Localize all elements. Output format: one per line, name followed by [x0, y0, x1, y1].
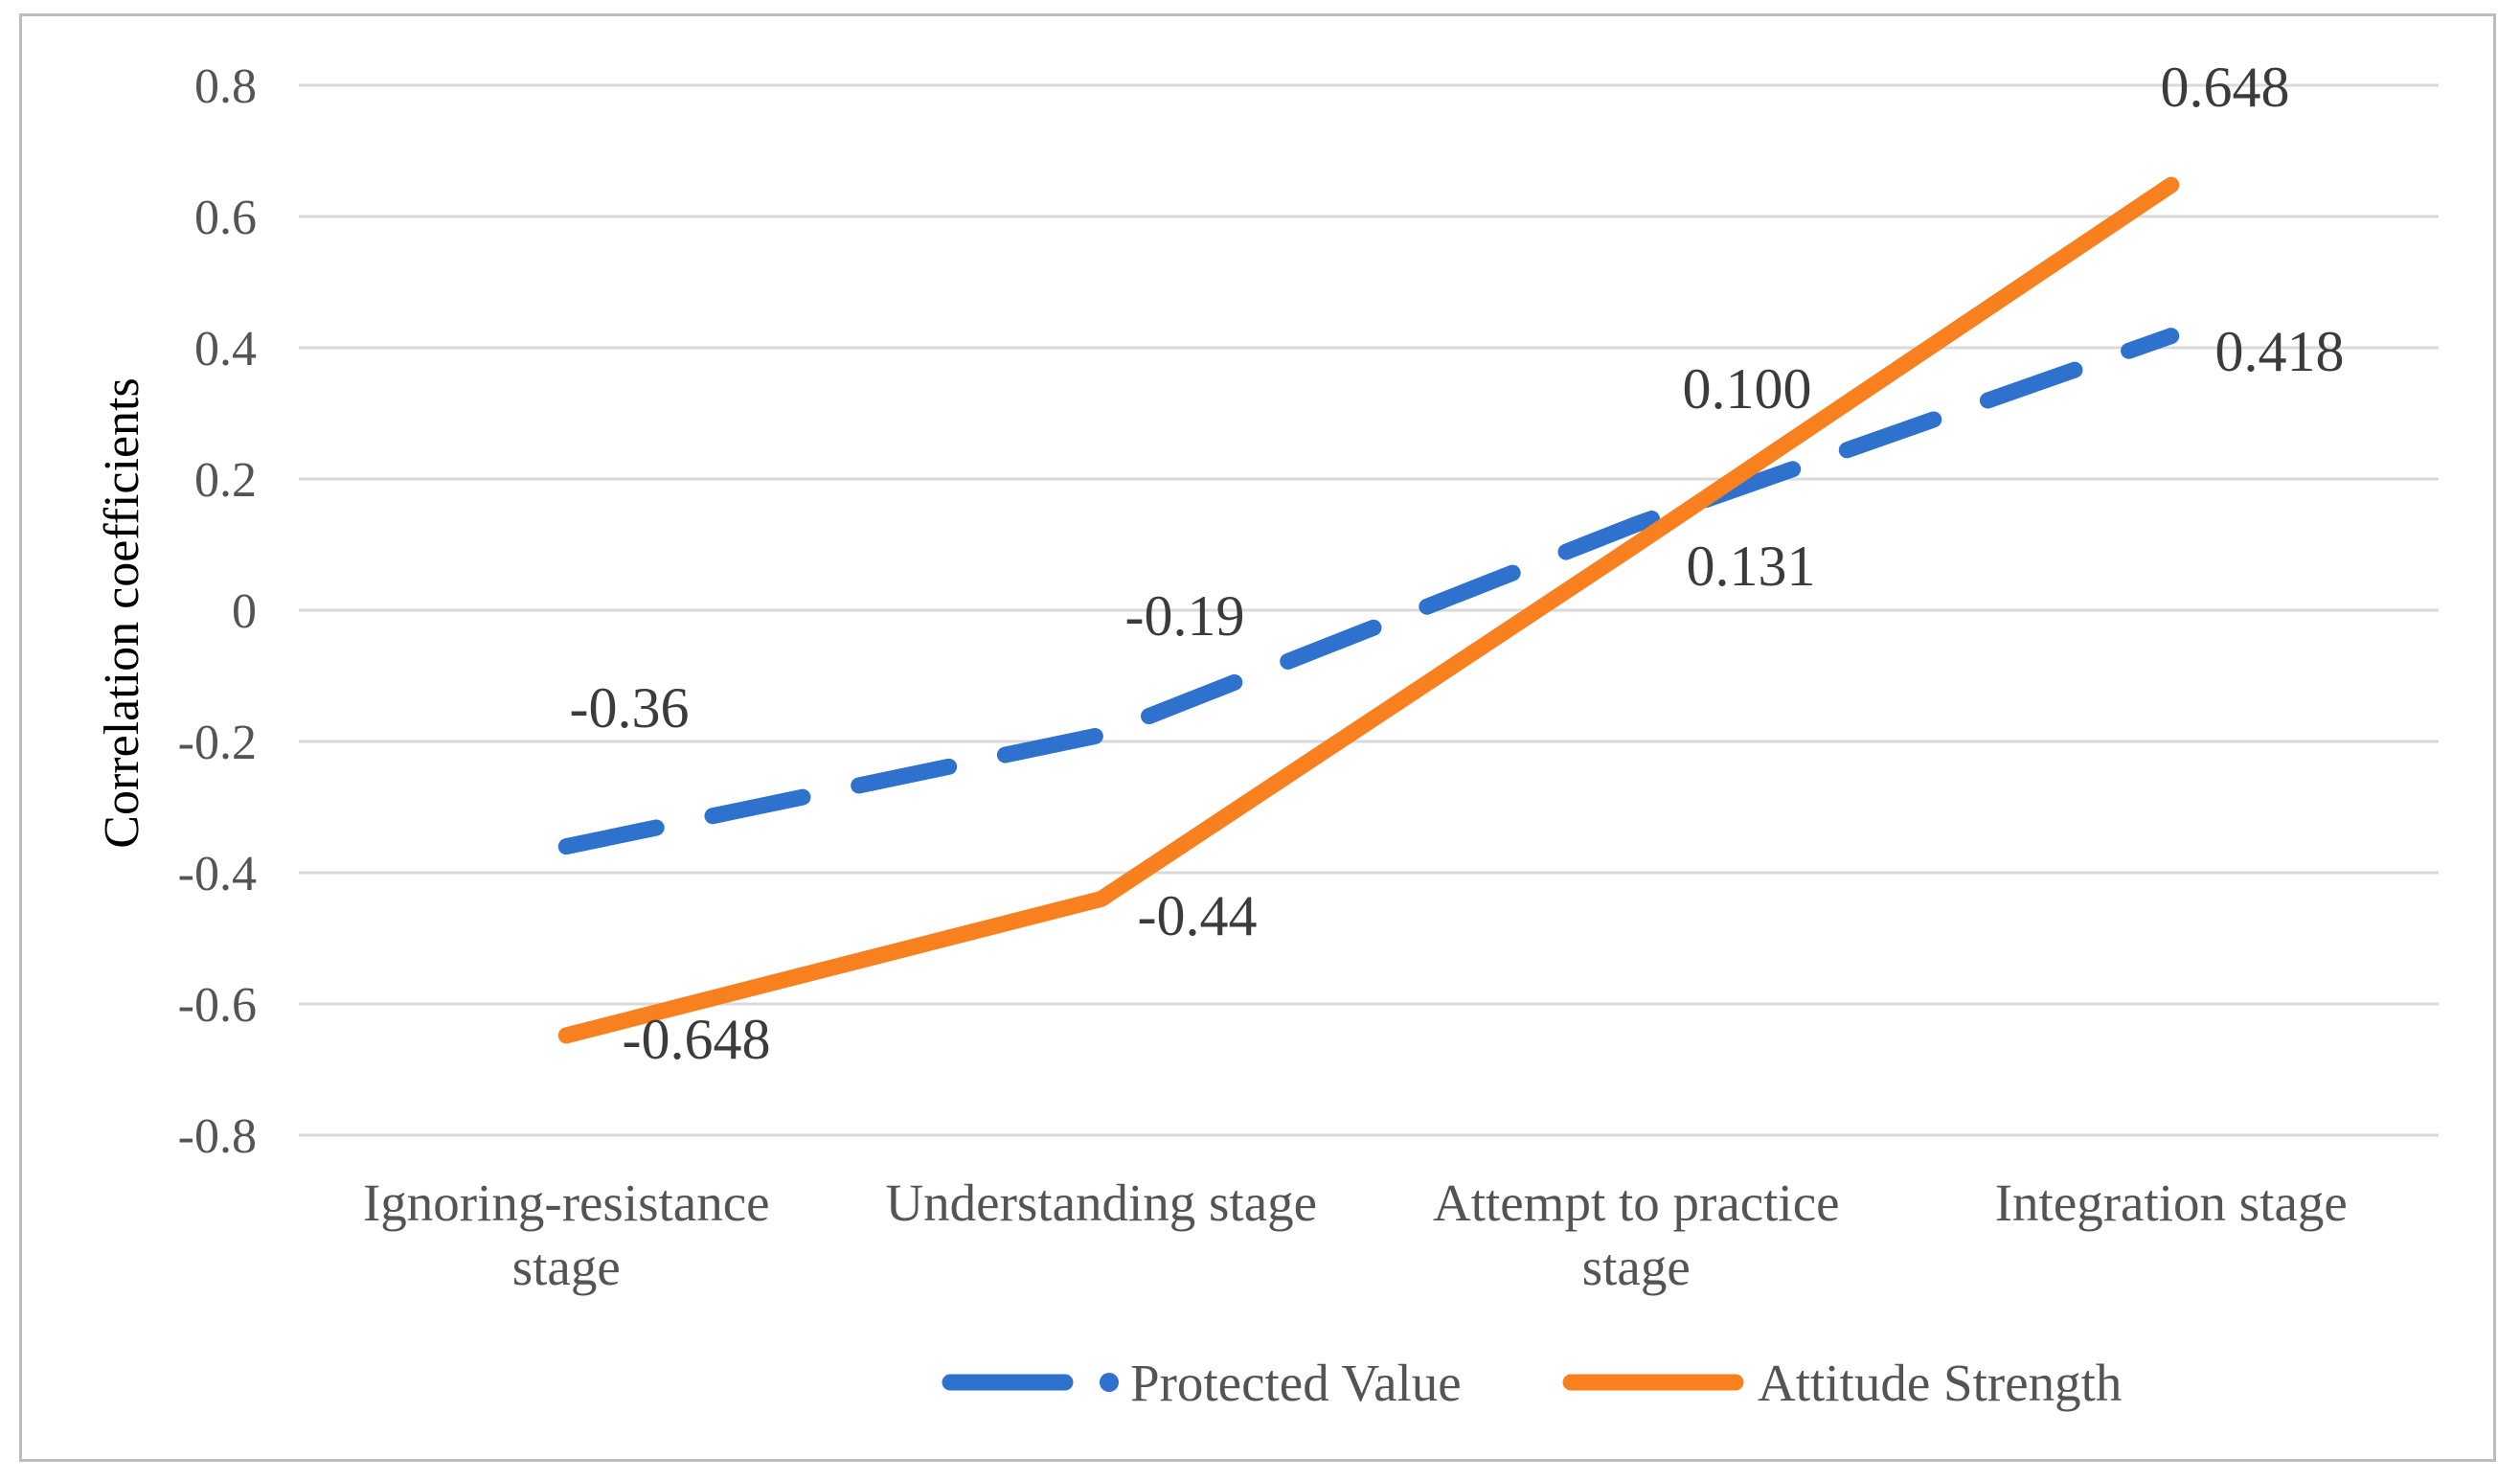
legend-label-protected-value: Protected Value	[1130, 1354, 1462, 1412]
series-line-attitude-strength	[557, 176, 2180, 1044]
x-axis-category-labels: Ignoring-resistance stage Understanding st…	[363, 1173, 2348, 1296]
legend-label-attitude-strength: Attitude Strength	[1758, 1354, 2122, 1412]
chart-frame	[19, 13, 2496, 1462]
y-axis-title: Correlation coefficients	[95, 377, 149, 848]
y-tick-label: -0.6	[178, 978, 257, 1033]
gridlines	[299, 83, 2439, 1137]
x-category-label: Attempt to practice	[1433, 1173, 1840, 1232]
y-tick-label: 0.6	[194, 191, 257, 245]
data-label: -0.44	[1138, 884, 1258, 947]
x-category-label: stage	[1582, 1238, 1691, 1296]
x-category-label: Integration stage	[1995, 1173, 2348, 1232]
data-label: 0.648	[2161, 56, 2290, 119]
y-tick-label: 0	[232, 584, 257, 639]
series-line-protected-value	[557, 328, 2180, 855]
x-category-label: stage	[512, 1238, 621, 1296]
data-label: -0.648	[623, 1008, 771, 1071]
y-tick-label: 0.2	[194, 453, 257, 508]
x-category-label: Understanding stage	[885, 1173, 1317, 1232]
legend: Protected Value Attitude Strength	[942, 1354, 2122, 1412]
y-tick-label: -0.2	[178, 716, 257, 770]
legend-dot-sample	[1100, 1373, 1119, 1392]
y-tick-label: 0.4	[194, 322, 257, 376]
x-category-label: Ignoring-resistance	[363, 1173, 770, 1232]
data-label: 0.100	[1683, 357, 1812, 421]
data-label: 0.131	[1687, 535, 1816, 598]
y-tick-label: -0.4	[178, 847, 257, 901]
data-label: -0.19	[1125, 584, 1245, 648]
series-lines	[557, 176, 2180, 1044]
y-tick-label: -0.8	[178, 1109, 257, 1164]
data-labels: -0.36 -0.19 0.131 0.418 -0.648 -0.44 0.100 0.64…	[570, 56, 2345, 1071]
data-label: -0.36	[570, 676, 690, 740]
y-tick-label: 0.8	[194, 59, 257, 114]
y-axis-tick-labels: 0.8 0.6 0.4 0.2 0 -0.2 -0.4 -0.6 -0.8	[178, 59, 257, 1164]
data-label: 0.418	[2215, 320, 2345, 383]
